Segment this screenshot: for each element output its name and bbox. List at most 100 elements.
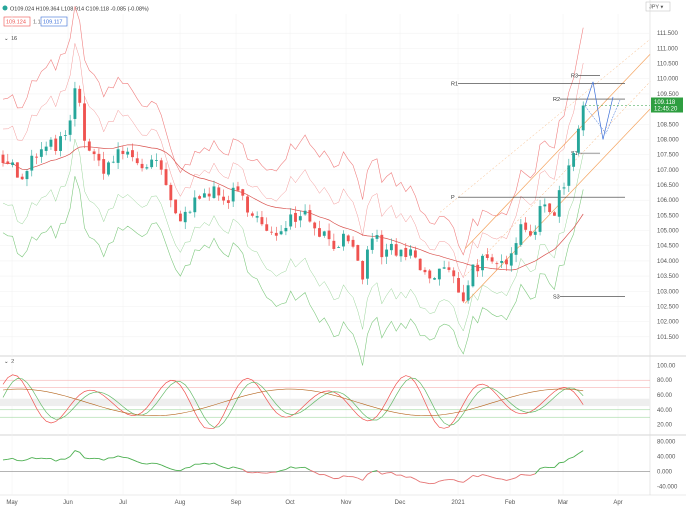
price-tick-label: 110.000 bbox=[657, 77, 679, 83]
candle-body bbox=[471, 264, 475, 287]
candle-body bbox=[270, 231, 273, 233]
candle-body bbox=[294, 212, 297, 222]
pivot-label-r1: R1 bbox=[451, 81, 458, 87]
candle-body bbox=[313, 222, 317, 229]
candle-body bbox=[1, 154, 5, 163]
indicator-collapse[interactable]: ⌄ bbox=[4, 36, 9, 42]
osc2-segment bbox=[156, 463, 162, 466]
candle-body bbox=[327, 230, 331, 240]
osc2-segment bbox=[276, 470, 282, 473]
osc2-tick-label: -40.000 bbox=[657, 484, 678, 490]
osc2-segment bbox=[386, 471, 392, 474]
osc2-tick-label: 40.000 bbox=[657, 455, 676, 461]
month-tick-label: Oct bbox=[285, 500, 295, 506]
osc2-segment bbox=[22, 459, 28, 462]
candle-body bbox=[332, 240, 336, 249]
candle-body bbox=[15, 162, 19, 178]
osc2-segment bbox=[170, 468, 176, 471]
osc2-segment bbox=[132, 459, 138, 463]
ohlc-readout: O109.024 H109.364 L108.914 C109.118 -0.0… bbox=[10, 7, 149, 13]
price-tick-label: 105.500 bbox=[657, 213, 679, 219]
month-tick-label: May bbox=[6, 500, 17, 506]
spread-value: 1.1 bbox=[33, 20, 41, 26]
upper-band-outer bbox=[2, 6, 584, 256]
candle-body bbox=[576, 128, 580, 153]
price-tick-label: 109.500 bbox=[657, 92, 679, 98]
osc2-segment bbox=[362, 474, 368, 481]
candle-body bbox=[126, 151, 130, 155]
candle-body bbox=[255, 216, 259, 218]
candle-body bbox=[495, 263, 499, 265]
candle-body bbox=[572, 153, 576, 167]
candle-body bbox=[6, 161, 10, 164]
buy-box[interactable] bbox=[40, 16, 68, 27]
osc2-segment bbox=[55, 458, 61, 462]
candle-body bbox=[92, 151, 96, 155]
osc2-segment bbox=[113, 455, 119, 459]
candle-body bbox=[365, 249, 369, 279]
osc2-segment bbox=[117, 455, 124, 458]
channel-upper-line bbox=[464, 54, 651, 250]
price-scale-button[interactable] bbox=[645, 1, 671, 12]
candle-body bbox=[39, 149, 43, 157]
osc1-tick-label: 40.00 bbox=[657, 408, 673, 414]
osc1-tick-label: 100.00 bbox=[657, 363, 676, 369]
osc2-segment bbox=[372, 470, 378, 473]
osc2-segment bbox=[295, 467, 301, 469]
osc2-segment bbox=[482, 474, 488, 477]
candle-body bbox=[533, 231, 537, 235]
candle-body bbox=[169, 184, 173, 201]
candle-body bbox=[404, 247, 408, 258]
osc2-tick-label: 80.000 bbox=[657, 440, 676, 446]
candle-body bbox=[308, 210, 312, 222]
osc2-segment bbox=[472, 474, 478, 478]
osc2-segment bbox=[69, 450, 76, 457]
candle-body bbox=[30, 155, 34, 171]
candle-body bbox=[529, 231, 532, 236]
osc2-segment bbox=[242, 469, 248, 473]
candle-body bbox=[140, 163, 144, 169]
osc2-segment bbox=[453, 479, 459, 482]
candle-body bbox=[509, 253, 513, 266]
candle-body bbox=[78, 88, 82, 103]
candle-body bbox=[236, 186, 240, 191]
candle-body bbox=[562, 187, 566, 189]
price-tick-label: 111.500 bbox=[657, 31, 678, 37]
candle-body bbox=[457, 278, 460, 293]
candle-body bbox=[111, 161, 115, 163]
sell-box[interactable] bbox=[3, 16, 31, 27]
osc2-segment bbox=[400, 474, 406, 478]
last-price-tag bbox=[651, 97, 683, 113]
price-tick-label: 108.500 bbox=[657, 122, 679, 128]
candle-body bbox=[361, 260, 365, 280]
osc1-collapse[interactable]: ⌄ bbox=[4, 359, 9, 365]
candle-body bbox=[246, 196, 249, 213]
candle-body bbox=[524, 222, 528, 230]
channel-outer-line bbox=[439, 39, 651, 213]
osc2-segment bbox=[314, 471, 320, 476]
projection-path bbox=[584, 81, 614, 140]
pivot-label-p: P bbox=[451, 195, 455, 201]
osc2-segment bbox=[424, 482, 430, 485]
candle-body bbox=[476, 264, 480, 272]
ask-price: 109.117 bbox=[43, 20, 62, 26]
candle-body bbox=[35, 156, 39, 158]
price-tick-label: 107.000 bbox=[657, 168, 679, 174]
candle-body bbox=[274, 232, 278, 236]
osc2-segment bbox=[381, 472, 387, 475]
osc2-segment bbox=[161, 464, 167, 468]
osc2-segment bbox=[563, 458, 570, 463]
osc2-segment bbox=[487, 475, 493, 478]
osc2-segment bbox=[520, 473, 526, 476]
candle-body bbox=[552, 212, 556, 216]
month-tick-label: Apr bbox=[613, 500, 622, 506]
osc2-segment bbox=[324, 474, 330, 477]
osc2-segment bbox=[511, 477, 517, 480]
candle-body bbox=[557, 190, 561, 217]
candle-body bbox=[68, 120, 72, 135]
month-tick-label: Sep bbox=[231, 500, 242, 506]
moving-average-line bbox=[2, 144, 584, 271]
osc2-segment bbox=[50, 458, 56, 462]
